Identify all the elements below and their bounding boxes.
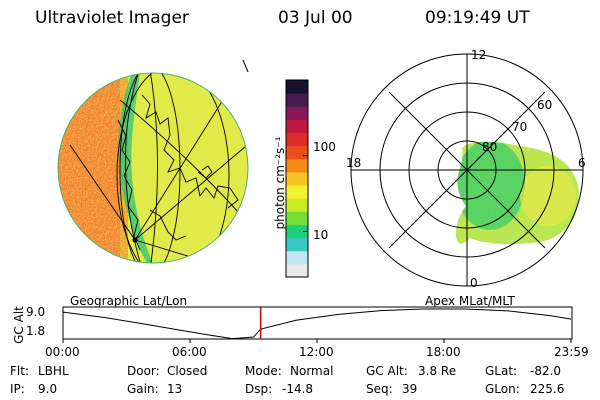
- status-mode-label: Mode:: [245, 364, 282, 378]
- status-door-value: Closed: [167, 364, 208, 378]
- status-flt-label: Flt:: [10, 364, 29, 378]
- colorbar-segment: [286, 106, 308, 120]
- lat-label-70: 70: [512, 120, 528, 134]
- y-tick-1-8: 1.8: [26, 324, 46, 338]
- status-gain-label: Gain:: [127, 382, 159, 396]
- status-ip-label: IP:: [10, 382, 25, 396]
- status-flt-value: LBHL: [38, 364, 69, 378]
- status-door-label: Door:: [127, 364, 160, 378]
- geographic-latlon-label: Geographic Lat/Lon: [70, 294, 188, 308]
- mlt-label-6: 6: [578, 156, 586, 170]
- status-dsp-value: -14.8: [282, 382, 314, 396]
- colorbar-segment: [286, 185, 308, 199]
- x-tick-00-00: 00:00: [45, 345, 80, 359]
- instrument-title: Ultraviolet Imager: [35, 8, 189, 28]
- colorbar-segment: [286, 93, 308, 107]
- mlt-label-18: 18: [346, 156, 362, 170]
- colorbar-tick-100: 100: [313, 140, 336, 154]
- colorbar-segment: [286, 237, 308, 252]
- terminator-band: [118, 73, 154, 263]
- colorbar-segment: [286, 132, 308, 147]
- status-glon-value: 225.6: [530, 382, 565, 396]
- status-glon-label: GLon:: [485, 382, 520, 396]
- aurora-oval: [456, 141, 579, 245]
- lat-label-80: 80: [482, 140, 498, 154]
- x-axis-ticks: [62, 339, 572, 343]
- status-seq-value: 39: [402, 382, 418, 396]
- status-glat-label: GLat:: [485, 364, 518, 378]
- status-mode-value: Normal: [290, 364, 334, 378]
- x-tick-06-00: 06:00: [172, 345, 207, 359]
- status-glat-value: -82.0: [530, 364, 562, 378]
- colorbar-segment: [286, 224, 308, 239]
- date-label: 03 Jul 00: [278, 8, 353, 28]
- status-gcalt-value: 3.8 Re: [418, 364, 457, 378]
- x-tick-23-59: 23:59: [554, 345, 589, 359]
- colorbar-segment: [286, 198, 308, 212]
- y-tick-9: 9.0: [26, 305, 46, 319]
- colorbar-segment: [286, 171, 308, 186]
- colorbar-segment: [286, 211, 308, 225]
- colorbar-segment: [286, 250, 308, 265]
- time-label: 09:19:49 UT: [425, 8, 530, 28]
- status-dsp-label: Dsp:: [245, 382, 273, 396]
- status-gcalt-label: GC Alt:: [366, 364, 408, 378]
- status-ip-value: 9.0: [38, 382, 58, 396]
- apex-mlat-mlt-label: Apex MLat/MLT: [425, 294, 515, 308]
- status-gain-value: 13: [167, 382, 183, 396]
- lat-label-60: 60: [537, 98, 553, 112]
- colorbar-segment: [286, 119, 308, 134]
- mlt-label-0: 0: [470, 276, 478, 290]
- colorbar-segment: [286, 158, 308, 173]
- x-tick-18-00: 18:00: [426, 345, 461, 359]
- colorbar-tick-10: 10: [313, 228, 329, 242]
- x-tick-12-00: 12:00: [299, 345, 334, 359]
- colorbar-segment: [286, 80, 308, 94]
- alt-series-line: [62, 308, 572, 340]
- colorbar-segment: [286, 263, 308, 278]
- status-seq-label: Seq:: [366, 382, 393, 396]
- mlt-label-12: 12: [471, 48, 487, 62]
- colorbar-segment: [286, 145, 308, 160]
